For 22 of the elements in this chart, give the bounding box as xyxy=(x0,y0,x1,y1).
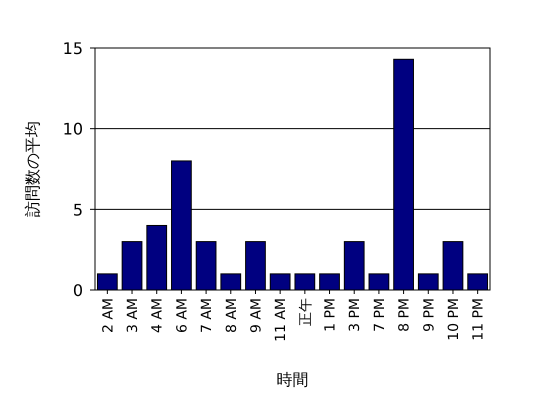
y-tick-label: 0 xyxy=(72,281,83,300)
x-tick-label: 10 PM xyxy=(446,298,462,341)
y-tick-label: 5 xyxy=(72,200,83,220)
y-tick-label: 15 xyxy=(62,39,83,58)
x-tick-label: 8 AM xyxy=(224,298,240,334)
x-axis-title: 時間 xyxy=(276,370,308,389)
x-tick-label: 8 PM xyxy=(396,298,413,332)
x-tick-label: 6 AM xyxy=(174,298,190,334)
x-tick-label: 11 PM xyxy=(470,298,487,341)
x-tick-label: 9 PM xyxy=(421,298,438,332)
x-tick-label: 1 PM xyxy=(322,298,339,332)
x-tick-label: 3 PM xyxy=(347,298,364,332)
x-tick-label: 正午 xyxy=(298,298,314,326)
y-tick-label: 10 xyxy=(62,120,83,139)
x-tick-label: 7 PM xyxy=(372,298,388,332)
x-tick-label: 4 AM xyxy=(150,298,166,334)
x-tick-label: 9 AM xyxy=(248,298,264,334)
x-tick-label: 11 AM xyxy=(273,298,290,342)
x-tick-label: 7 AM xyxy=(199,298,216,334)
x-tick-label: 2 AM xyxy=(100,298,116,334)
x-tick-label: 3 AM xyxy=(125,298,142,334)
y-axis-title: 訪問数の平均 xyxy=(23,121,42,217)
